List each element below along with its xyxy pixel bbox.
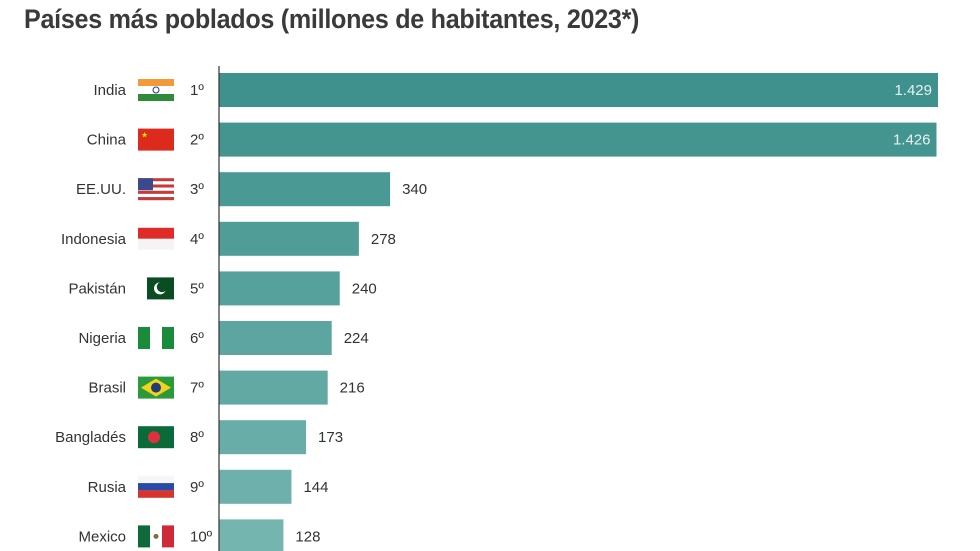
rank-label: 8º (190, 429, 204, 446)
rank-label: 7º (190, 380, 204, 397)
category-label: Pakistán (68, 280, 126, 297)
rank-label: 9º (190, 479, 204, 496)
bar (219, 122, 937, 157)
chart-title: Países más poblados (millones de habitan… (24, 4, 640, 34)
mexico-flag-icon (138, 525, 174, 548)
value-label: 240 (352, 280, 377, 297)
bar-row: China ★ 2º 1.426 (87, 122, 937, 157)
category-label: India (93, 82, 126, 99)
bar (219, 73, 938, 107)
china-flag-icon: ★ (138, 128, 174, 151)
rank-label: 6º (190, 330, 204, 347)
value-label: 1.429 (894, 82, 932, 99)
category-label: Indonesia (61, 231, 127, 248)
bar (219, 420, 307, 455)
value-label: 224 (344, 330, 369, 347)
value-label: 340 (402, 181, 427, 198)
bar (219, 221, 359, 256)
bar (219, 271, 340, 306)
category-label: EE.UU. (76, 181, 126, 198)
bar-row: India 1º 1.429 (93, 73, 938, 107)
bar (219, 370, 328, 405)
bar-row: Nigeria 6º 224 (78, 321, 369, 355)
rank-label: 4º (190, 231, 204, 248)
value-label: 144 (303, 479, 328, 496)
bar-row: Mexico 10º 128 (78, 519, 320, 551)
value-label: 278 (371, 231, 396, 248)
svg-text:★: ★ (141, 131, 148, 140)
rank-label: 10º (190, 528, 213, 545)
category-label: Nigeria (78, 330, 126, 347)
category-label: Rusia (88, 479, 127, 496)
bangladesh-flag-icon (138, 426, 174, 449)
category-label: Mexico (78, 528, 126, 545)
rank-label: 2º (190, 132, 204, 149)
russia-flag-icon (138, 475, 174, 498)
rank-label: 5º (190, 280, 204, 297)
bar (219, 172, 391, 207)
bar-row: Brasil 7º 216 (88, 370, 365, 405)
rank-label: 3º (190, 181, 204, 198)
pakistan-flag-icon (138, 277, 174, 300)
category-label: China (87, 132, 127, 149)
india-flag-icon (138, 79, 174, 101)
bar (219, 519, 284, 551)
nigeria-flag-icon (138, 327, 174, 349)
bar-row: Bangladés 8º 173 (55, 420, 343, 455)
bar-row: Pakistán 5º 240 (68, 271, 377, 306)
bar-row: Indonesia 4º 278 (61, 221, 396, 256)
bar-row: Rusia 9º 144 (88, 469, 328, 504)
bar-row: EE.UU. 3º 340 (76, 172, 427, 207)
bar (219, 469, 292, 504)
value-label: 216 (340, 380, 365, 397)
value-label: 1.426 (893, 132, 931, 149)
brazil-flag-icon (138, 376, 174, 399)
category-label: Brasil (88, 380, 126, 397)
value-label: 128 (295, 528, 320, 545)
usa-flag-icon (138, 178, 174, 201)
category-label: Bangladés (55, 429, 126, 446)
rank-label: 1º (190, 82, 204, 99)
indonesia-flag-icon (138, 227, 174, 250)
value-label: 173 (318, 429, 343, 446)
bar (219, 321, 332, 355)
